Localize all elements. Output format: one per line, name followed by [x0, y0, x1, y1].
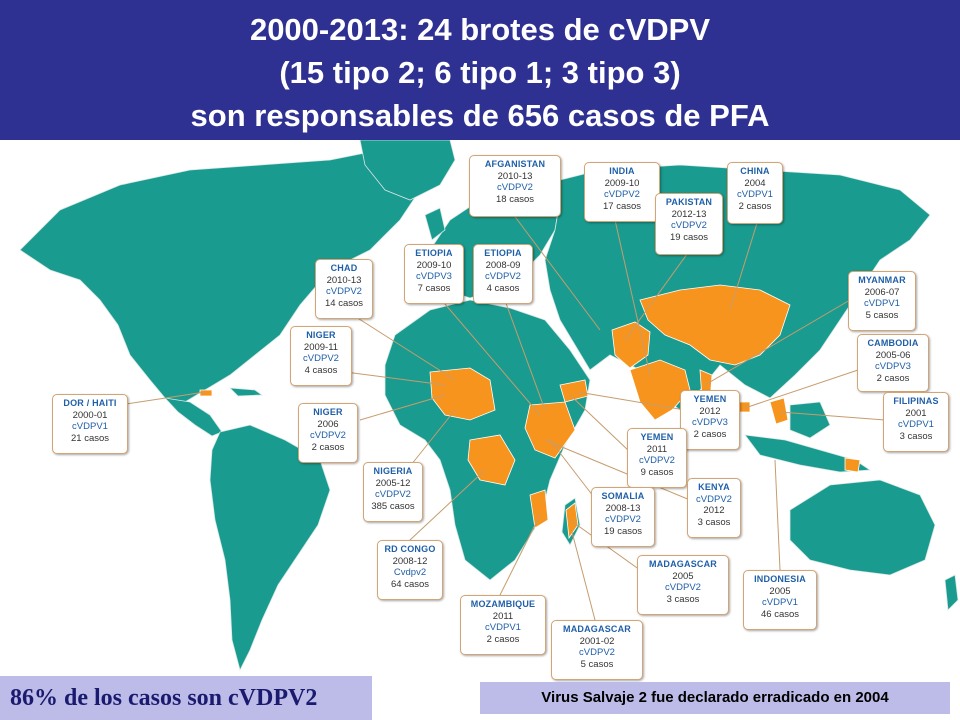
callout-mozambique: MOZAMBIQUE 2011 cVDPV1 2 casos [460, 595, 546, 655]
callout-indonesia: INDONESIA 2005 cVDPV1 46 casos [743, 570, 817, 630]
drc-outbreak [467, 434, 516, 486]
callout-cambodia: CAMBODIA 2005-06 cVDPV3 2 casos [857, 334, 929, 392]
yemen-outbreak [559, 379, 589, 403]
title-line-1: 2000-2013: 24 brotes de cVDPV [249, 12, 711, 47]
callout-yemen-2011: YEMEN 2011 cVDPV2 9 casos [627, 428, 687, 488]
callout-myanmar: MYANMAR 2006-07 cVDPV1 5 casos [848, 271, 916, 331]
callout-nigeria: NIGERIA 2005-12 cVDPV2 385 casos [363, 462, 423, 522]
callout-rd-congo: RD CONGO 2008-12 Cvdpv2 64 casos [377, 540, 443, 600]
callout-madagascar-2005: MADAGASCAR 2005 cVDPV2 3 casos [637, 555, 729, 615]
borneo-shape [789, 401, 831, 439]
callout-china: CHINA 2004 cVDPV1 2 casos [727, 162, 783, 224]
world-map-svg [19, 140, 959, 672]
uk-shape [424, 207, 446, 241]
callout-somalia: SOMALIA 2008-13 cVDPV2 19 casos [591, 487, 655, 547]
new-zealand-shape [944, 574, 959, 611]
slide-title: 2000-2013: 24 brotes de cVDPV (15 tipo 2… [0, 0, 960, 140]
footer-note-wild-virus: Virus Salvaje 2 fue declarado erradicado… [480, 682, 950, 714]
indonesia-outbreak [844, 457, 861, 473]
greenland-shape [359, 140, 456, 201]
china-outbreak [639, 284, 791, 366]
caribbean-shape [228, 387, 264, 397]
callout-afganistan: AFGANISTAN 2010-13 cVDPV2 18 casos [469, 155, 561, 217]
north-america-shape [19, 144, 441, 403]
callout-india: INDIA 2009-10 cVDPV2 17 casos [584, 162, 660, 222]
madagascar-outbreak [565, 502, 579, 540]
callout-niger-2009: NIGER 2009-11 cVDPV2 4 casos [290, 326, 352, 386]
ethiopia-somalia-kenya-outbreak [524, 401, 576, 459]
callout-etiopia-2009: ETIOPIA 2009-10 cVDPV3 7 casos [404, 244, 464, 304]
indonesia-shape [744, 434, 872, 473]
world-map [0, 140, 960, 682]
callout-yemen-2012: YEMEN 2012 cVDPV3 2 casos [680, 390, 740, 450]
chad-niger-nigeria-outbreak [429, 367, 496, 421]
callout-filipinas: FILIPINAS 2001 cVDPV1 3 casos [883, 392, 949, 452]
philippines-outbreak [769, 397, 789, 425]
haiti-outbreak [199, 389, 213, 397]
callout-etiopia-2008: ETIOPIA 2008-09 cVDPV2 4 casos [473, 244, 533, 304]
australia-shape [789, 479, 936, 576]
callout-dor-haiti: DOR / HAITI 2000-01 cVDPV1 21 casos [52, 394, 128, 454]
callout-madagascar-2001: MADAGASCAR 2001-02 cVDPV2 5 casos [551, 620, 643, 680]
central-america-shape [163, 397, 223, 437]
title-line-2: (15 tipo 2; 6 tipo 1; 3 tipo 3) [279, 55, 681, 90]
callout-pakistan: PAKISTAN 2012-13 cVDPV2 19 casos [655, 193, 723, 255]
callout-chad: CHAD 2010-13 cVDPV2 14 casos [315, 259, 373, 319]
mozambique-outbreak [529, 489, 549, 529]
title-line-3: son responsables de 656 casos de PFA [190, 98, 770, 133]
callout-kenya: KENYA cVDPV2 2012 3 casos [687, 478, 741, 538]
footer-note-cvdpv2: 86% de los casos son cVDPV2 [0, 676, 372, 720]
callout-niger-2006: NIGER 2006 cVDPV2 2 casos [298, 403, 358, 463]
